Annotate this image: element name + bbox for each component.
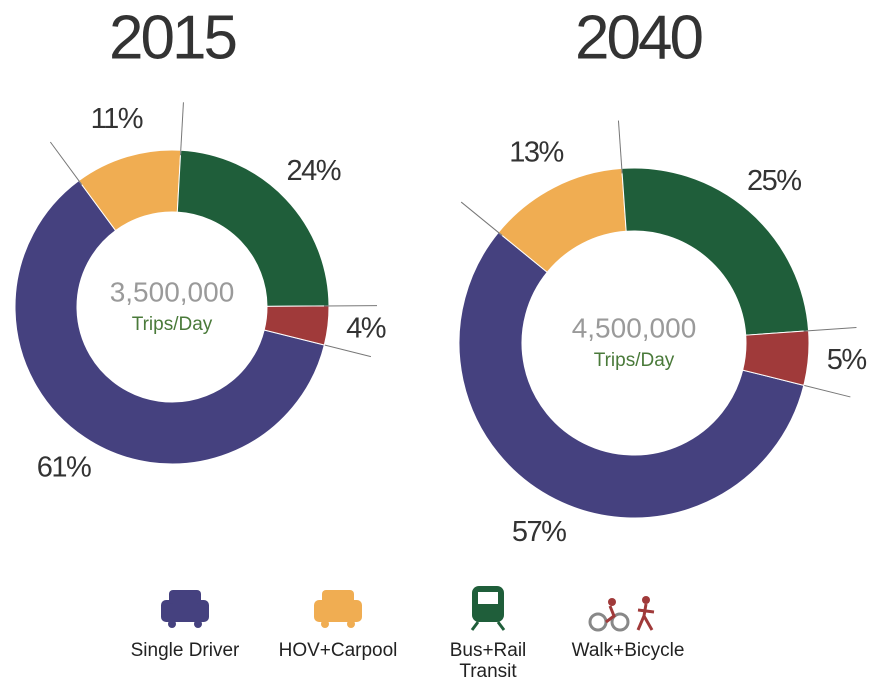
center-label: Trips/Day <box>132 314 213 335</box>
leader-line <box>803 326 857 332</box>
leader-line <box>460 201 503 236</box>
value-label: 24% <box>286 155 340 187</box>
legend-icon <box>347 620 355 628</box>
value-label: 13% <box>509 137 563 169</box>
center-value: 3,500,000 <box>110 276 235 307</box>
legend-icon <box>642 596 650 604</box>
value-label: 11% <box>91 103 143 135</box>
donut-segment <box>176 149 330 307</box>
value-label: 57% <box>512 516 566 548</box>
legend-icon <box>161 600 209 622</box>
donut-segment <box>742 330 810 386</box>
legend-label: Bus+Rail Transit <box>449 640 527 682</box>
leader-line <box>319 343 372 358</box>
leader-line <box>798 383 851 398</box>
legend-icon <box>496 621 506 631</box>
value-label: 61% <box>37 452 91 484</box>
chart-title: 2015 <box>109 3 235 72</box>
center-label: Trips/Day <box>594 350 675 371</box>
center-value: 4,500,000 <box>572 312 697 343</box>
legend-icon <box>321 620 329 628</box>
legend-icon <box>314 600 362 622</box>
legend-icon <box>470 621 480 631</box>
value-label: 25% <box>747 165 801 197</box>
donut-segment <box>621 167 810 336</box>
legend-icon <box>636 603 655 631</box>
donut-segment <box>14 179 325 465</box>
legend-icon <box>194 620 202 628</box>
leader-line <box>49 141 83 185</box>
value-label: 4% <box>346 313 386 345</box>
donut-segment <box>263 305 330 346</box>
legend-icon <box>610 612 630 632</box>
donut-segment <box>458 231 805 519</box>
legend-label: HOV+Carpool <box>278 640 398 661</box>
legend-icon <box>588 612 608 632</box>
legend-icon <box>169 590 201 604</box>
leader-line <box>617 120 623 174</box>
legend-label: Walk+Bicycle <box>571 640 685 661</box>
value-label: 5% <box>827 344 867 376</box>
leader-line <box>179 102 184 156</box>
legend-icon <box>478 592 498 604</box>
legend-icon <box>322 590 354 604</box>
legend-label: Single Driver <box>130 640 240 661</box>
legend-icon <box>168 620 176 628</box>
chart-title: 2040 <box>575 3 702 72</box>
legend-icon <box>605 605 616 624</box>
legend-icon <box>608 598 616 606</box>
